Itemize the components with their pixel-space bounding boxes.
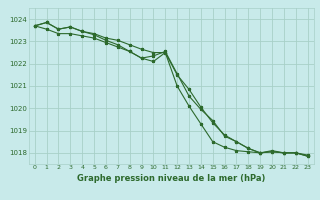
X-axis label: Graphe pression niveau de la mer (hPa): Graphe pression niveau de la mer (hPa) bbox=[77, 174, 265, 183]
